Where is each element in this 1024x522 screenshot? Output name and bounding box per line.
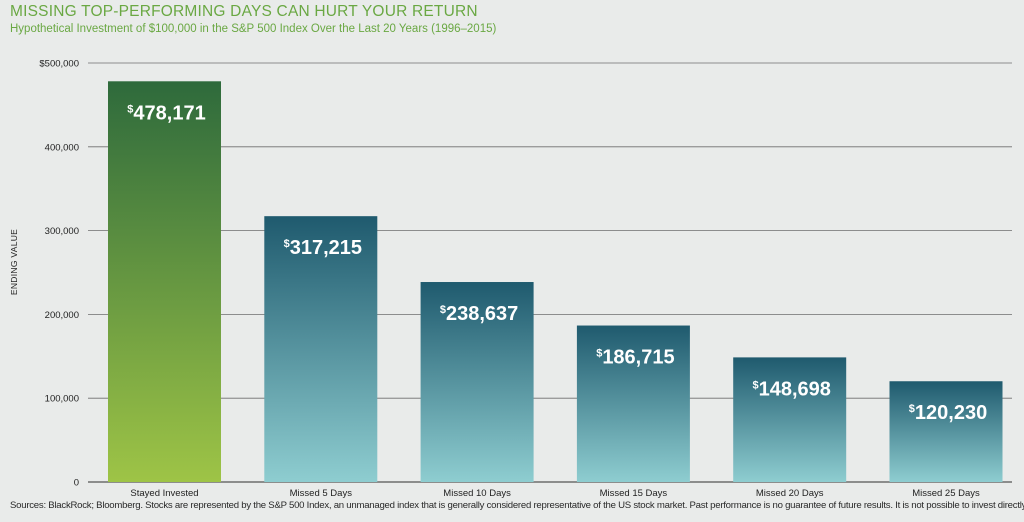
y-tick-label: 400,000 (45, 142, 79, 153)
currency-symbol: $ (596, 348, 602, 360)
bar (733, 357, 847, 482)
value-label: $186,715 (596, 347, 674, 369)
bar (576, 325, 690, 482)
value-amount: 317,215 (290, 237, 362, 259)
bar (108, 81, 221, 483)
currency-symbol: $ (127, 103, 133, 115)
value-label: $317,215 (284, 237, 362, 259)
y-tick-label: 300,000 (45, 226, 79, 237)
x-tick-label: Stayed Invested (130, 488, 198, 499)
bar (264, 216, 378, 482)
value-amount: 186,715 (602, 347, 674, 369)
x-tick-label: Missed 25 Days (912, 488, 980, 499)
y-tick-label: 100,000 (45, 394, 79, 405)
y-tick-label: 200,000 (45, 310, 79, 321)
y-tick-label: $500,000 (39, 59, 79, 70)
currency-symbol: $ (284, 238, 290, 250)
x-tick-labels: Stayed Invested Missed 5 Days Missed 10 Da… (130, 488, 980, 499)
currency-symbol: $ (909, 403, 915, 415)
x-tick-label: Missed 15 Days (600, 488, 668, 499)
value-labels: $478,171$317,215$238,637$186,715$148,698… (127, 102, 987, 424)
currency-symbol: $ (752, 379, 758, 391)
value-label: $148,698 (752, 378, 830, 400)
value-label: $238,637 (440, 303, 518, 325)
source-footnote: Sources: BlackRock; Bloomberg. Stocks ar… (10, 500, 1024, 511)
value-label: $478,171 (127, 102, 205, 124)
bar (420, 282, 534, 482)
value-amount: 120,230 (915, 402, 987, 424)
chart-title: MISSING TOP-PERFORMING DAYS CAN HURT YOU… (10, 3, 478, 20)
value-amount: 478,171 (133, 102, 205, 124)
value-label: $120,230 (909, 402, 987, 424)
gridlines (88, 62, 1012, 483)
bar (889, 381, 1003, 482)
x-tick-label: Missed 5 Days (290, 488, 353, 499)
x-tick-label: Missed 20 Days (756, 488, 824, 499)
y-tick-labels: 0 100,000 200,000 300,000 400,000 $500,000 (39, 59, 79, 489)
value-amount: 148,698 (759, 378, 831, 400)
chart-subtitle: Hypothetical Investment of $100,000 in t… (10, 23, 497, 35)
value-amount: 238,637 (446, 303, 518, 325)
bars (108, 81, 1003, 483)
currency-symbol: $ (440, 304, 446, 316)
x-tick-label: Missed 10 Days (443, 488, 511, 499)
y-tick-label: 0 (74, 478, 79, 489)
